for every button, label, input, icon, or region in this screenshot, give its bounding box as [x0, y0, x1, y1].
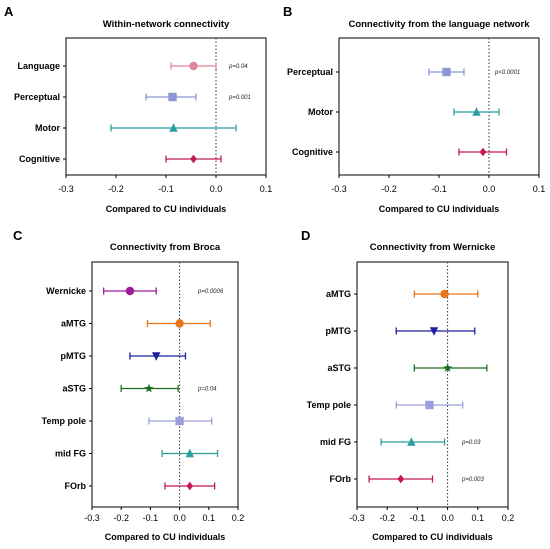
x-tick-label: -0.3	[84, 513, 100, 523]
p-value-annotation: p=0.04	[228, 64, 248, 70]
x-tick-label: 0.1	[260, 184, 273, 194]
panel-letter-d: D	[301, 228, 310, 243]
category-label: aMTG	[326, 289, 351, 299]
x-tick-label: -0.2	[379, 513, 395, 523]
x-tick-label: -0.1	[158, 184, 174, 194]
panel-letter-a: A	[4, 4, 14, 19]
point-estimate-triangle	[472, 107, 481, 116]
point-estimate-square	[175, 416, 184, 426]
x-tick-label: -0.1	[410, 513, 426, 523]
point-estimate-circle	[125, 286, 135, 296]
point-estimate-circle	[175, 319, 184, 328]
point-estimate-triangle	[185, 448, 195, 458]
point-estimate-square	[168, 92, 177, 102]
x-tick-label: -0.2	[108, 184, 124, 194]
x-axis-label: Compared to CU individuals	[379, 204, 500, 214]
point-estimate-diamond	[397, 474, 405, 484]
plot-frame	[338, 37, 540, 176]
x-axis-label: Compared to CU individuals	[106, 204, 227, 214]
x-tick-label: -0.3	[58, 184, 74, 194]
point-estimate-triangle	[407, 437, 416, 446]
x-tick-label: 0.0	[173, 513, 186, 523]
category-label: aMTG	[61, 319, 86, 329]
point-estimate-diamond	[190, 154, 197, 164]
x-tick-label: -0.1	[143, 513, 159, 523]
panel-title: Within-network connectivity	[103, 19, 230, 30]
category-label: pMTG	[61, 351, 87, 361]
p-value-annotation: p=0.0006	[197, 289, 224, 295]
category-label: aSTG	[327, 363, 351, 373]
category-label: FOrb	[330, 474, 352, 484]
x-tick-label: -0.2	[381, 184, 397, 194]
category-label: Motor	[308, 107, 333, 117]
x-tick-label: 0.1	[472, 513, 485, 523]
point-estimate-triangle-down	[152, 352, 161, 361]
category-label: mid FG	[320, 437, 351, 447]
point-estimate-diamond	[186, 481, 194, 491]
x-tick-label: -0.2	[113, 513, 129, 523]
category-label: Temp pole	[307, 400, 351, 410]
category-label: Temp pole	[42, 416, 86, 426]
category-label: Cognitive	[292, 147, 333, 157]
x-tick-label: 0.0	[441, 513, 454, 523]
point-estimate-triangle	[169, 123, 178, 132]
x-tick-label: 0.0	[210, 184, 223, 194]
category-label: pMTG	[326, 326, 352, 336]
point-estimate-star	[144, 383, 154, 393]
panel-letter-b: B	[283, 4, 292, 19]
category-label: Language	[17, 61, 60, 71]
x-tick-label: 0.0	[483, 184, 496, 194]
category-label: Motor	[35, 123, 60, 133]
x-tick-label: -0.1	[431, 184, 447, 194]
category-label: FOrb	[65, 481, 87, 491]
p-value-annotation: p<0.0001	[494, 70, 520, 76]
p-value-annotation: p=0.003	[461, 477, 485, 483]
panel-title: Connectivity from Broca	[110, 242, 221, 253]
category-label: Cognitive	[19, 154, 60, 164]
x-tick-label: 0.1	[203, 513, 216, 523]
x-tick-label: 0.2	[502, 513, 515, 523]
plot-frame	[356, 261, 509, 508]
x-tick-label: -0.3	[349, 513, 365, 523]
p-value-annotation: p=0.04	[197, 387, 217, 393]
x-axis-label: Compared to CU individuals	[105, 532, 226, 542]
plot-frame	[91, 261, 239, 508]
category-label: mid FG	[55, 449, 86, 459]
point-estimate-star	[443, 363, 453, 372]
plot-frame	[65, 37, 267, 176]
point-estimate-diamond	[479, 147, 487, 157]
category-label: Perceptual	[287, 67, 333, 77]
p-value-annotation: p=0.001	[228, 95, 251, 101]
point-estimate-circle	[189, 61, 198, 71]
point-estimate-square	[425, 400, 434, 410]
point-estimate-square	[442, 67, 451, 77]
panel-title: Connectivity from the language network	[348, 19, 530, 30]
point-estimate-circle	[440, 289, 449, 299]
category-label: aSTG	[62, 384, 86, 394]
panel-title: Connectivity from Wernicke	[370, 242, 495, 253]
x-tick-label: 0.2	[232, 513, 245, 523]
p-value-annotation: p=0.03	[461, 440, 481, 446]
point-estimate-triangle-down	[429, 327, 439, 336]
x-tick-label: 0.1	[533, 184, 546, 194]
category-label: Perceptual	[14, 92, 60, 102]
x-tick-label: -0.3	[331, 184, 347, 194]
panel-letter-c: C	[13, 228, 23, 243]
x-axis-label: Compared to CU individuals	[372, 532, 493, 542]
category-label: Wernicke	[46, 286, 86, 296]
